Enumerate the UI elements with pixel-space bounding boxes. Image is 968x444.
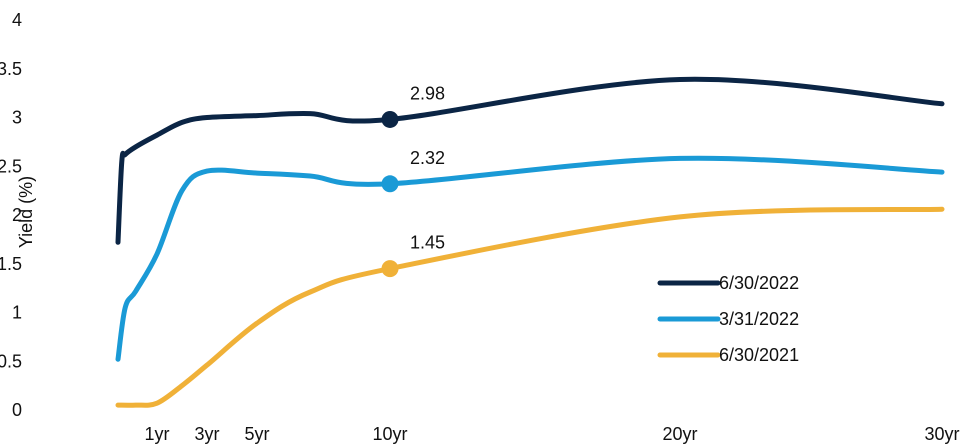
legend-label-0: 6/30/2022 xyxy=(719,273,799,293)
x-tick-label: 30yr xyxy=(924,424,959,444)
y-tick-label: 1.5 xyxy=(0,254,22,274)
data-point-marker-0 xyxy=(381,110,399,128)
y-tick-label: 0.5 xyxy=(0,351,22,371)
y-tick-label: 2.5 xyxy=(0,156,22,176)
x-tick-label: 5yr xyxy=(244,424,269,444)
data-label-0: 2.98 xyxy=(410,83,445,103)
series-lines: 2.98 2.32 1.45 xyxy=(115,76,945,408)
y-tick-label: 1 xyxy=(12,303,22,323)
x-tick-label: 1yr xyxy=(144,424,169,444)
legend-label-1: 3/31/2022 xyxy=(719,309,799,329)
y-axis-label: Yield (%) xyxy=(16,176,36,248)
legend-label-2: 6/30/2021 xyxy=(719,345,799,365)
x-tick-label: 3yr xyxy=(194,424,219,444)
series-line-0 xyxy=(115,76,945,245)
y-tick-label: 4 xyxy=(12,10,22,30)
legend: 6/30/2022 3/31/2022 6/30/2021 xyxy=(657,273,799,365)
y-tick-label: 2 xyxy=(12,205,22,225)
x-tick-label: 10yr xyxy=(372,424,407,444)
y-tick-label: 0 xyxy=(12,400,22,420)
y-tick-label: 3.5 xyxy=(0,59,22,79)
x-tick-labels: 1yr 3yr 5yr 10yr 20yr 30yr xyxy=(144,424,959,444)
y-tick-label: 3 xyxy=(12,108,22,128)
series-line-1 xyxy=(115,155,945,362)
data-point-marker-2 xyxy=(381,260,399,278)
data-label-2: 1.45 xyxy=(410,233,445,253)
x-tick-label: 20yr xyxy=(662,424,697,444)
data-point-marker-1 xyxy=(381,175,399,193)
series-line-2 xyxy=(115,206,945,408)
y-tick-labels: 0 0.5 1 1.5 2 2.5 3 3.5 4 xyxy=(0,10,22,420)
data-label-1: 2.32 xyxy=(410,148,445,168)
